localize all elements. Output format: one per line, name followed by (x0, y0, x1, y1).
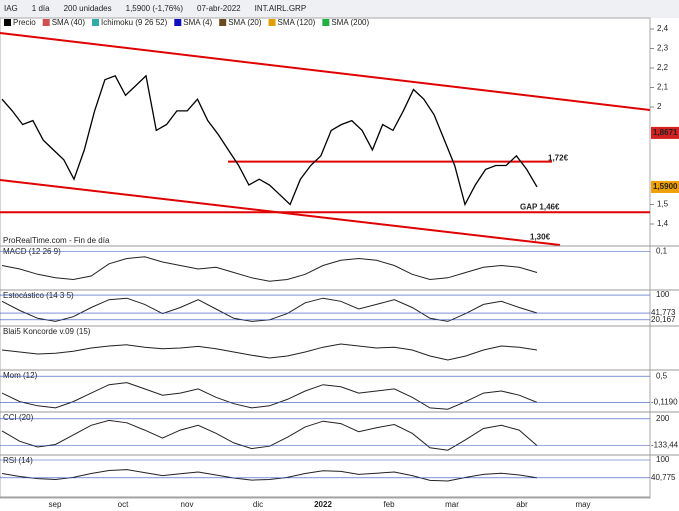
y-tick-label: 200 (656, 414, 670, 423)
toolbar-symbol[interactable]: IAG (4, 4, 18, 13)
legend-entry: SMA (120) (278, 18, 316, 27)
x-tick-label: mar (445, 500, 459, 509)
legend-entry: SMA (20) (228, 18, 262, 27)
panel-title: RSI (14) (3, 456, 33, 465)
price-badge (651, 180, 679, 193)
mark-label: 40,775 (651, 473, 676, 482)
toolbar-period[interactable]: 1 día (32, 4, 50, 13)
panel-title: Estocástico (14 3 5) (3, 291, 74, 300)
mark-label: -0,1190 (651, 397, 678, 406)
x-tick-label: abr (516, 500, 528, 509)
y-tick-label: 2,4 (657, 24, 669, 33)
legend-entry: SMA (4) (183, 18, 212, 27)
toolbar-units[interactable]: 200 unidades (64, 4, 112, 13)
chart-area (0, 17, 651, 499)
y-tick-label: 100 (656, 455, 670, 464)
toolbar-name: INT.AIRL.GRP (255, 4, 307, 13)
price-line (1, 74, 538, 207)
y-tick-label: 2,3 (657, 44, 669, 53)
legend-swatch (219, 19, 227, 26)
y-tick-label: 2 (657, 102, 662, 111)
toolbar-date: 07-abr-2022 (197, 4, 241, 13)
y-tick-label: 2,1 (657, 83, 669, 92)
indicator-line (1, 469, 538, 482)
y-tick-label: 0,1 (656, 247, 668, 256)
panel-title: Mom (12) (3, 371, 38, 380)
y-tick-label: 2,2 (657, 63, 669, 72)
x-tick-label: oct (118, 500, 129, 509)
indicator-line (1, 343, 538, 361)
panel-title: CCI (20) (3, 413, 34, 422)
level-label: GAP 1,46€ (520, 202, 560, 211)
legend-entry: Ichimoku (9 26 52) (101, 18, 168, 27)
x-tick-label: dic (253, 500, 263, 509)
toolbar (0, 0, 679, 18)
level-label: 1,72€ (548, 154, 569, 163)
y-tick-label: 1,5 (657, 200, 669, 209)
legend-swatch (92, 19, 100, 26)
legend-entry: Precio (13, 18, 36, 27)
legend-swatch (42, 19, 50, 26)
x-tick-label: nov (181, 500, 194, 509)
legend-swatch (4, 19, 11, 26)
y-tick-label: 100 (656, 290, 670, 299)
indicator-line (1, 419, 538, 451)
indicator-line (1, 256, 538, 282)
legend-entry: SMA (200) (331, 18, 369, 27)
x-tick-label: feb (383, 500, 395, 509)
x-tick-label: 2022 (314, 500, 332, 509)
x-tick-label: may (575, 500, 590, 509)
legend-swatch (268, 19, 276, 26)
legend-swatch (174, 19, 182, 26)
channel-top (0, 32, 651, 111)
price-badge (651, 126, 679, 139)
mark-label: 20,167 (651, 315, 676, 324)
mark-label: 41,773 (651, 308, 676, 317)
panel-title: Blai5 Koncorde v.09 (15) (3, 327, 91, 336)
source: ProRealTime.com - Fin de día (3, 236, 110, 245)
price-badge-label: 1,5900 (653, 182, 678, 191)
level-label: 1,30€ (530, 233, 551, 242)
indicator-line (1, 382, 538, 410)
y-tick-label: 1,4 (657, 219, 669, 228)
toolbar-quote: 1,5900 (-1,76%) (126, 4, 184, 13)
mark-label: -133,44 (651, 441, 679, 450)
y-tick-label: 0,5 (656, 371, 668, 380)
price-badge-label: 1,8671 (653, 128, 678, 137)
legend-entry: SMA (40) (52, 18, 86, 27)
x-tick-label: sep (49, 500, 62, 509)
legend-swatch (322, 19, 330, 26)
